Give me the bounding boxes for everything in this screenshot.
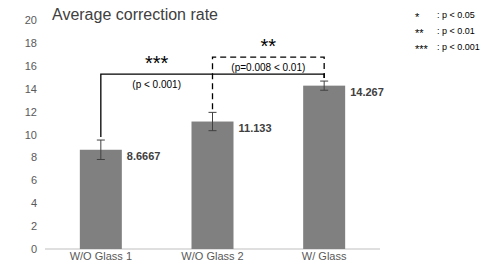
y-tick-label: 2 <box>31 220 37 232</box>
y-tick-label: 14 <box>25 83 37 95</box>
x-tick-label: W/ Glass <box>302 250 347 262</box>
title: Average correction rate <box>52 6 218 23</box>
y-tick-label: 4 <box>31 197 37 209</box>
error-bar <box>209 112 217 130</box>
key-symbol: *** <box>415 43 429 55</box>
y-tick-label: 12 <box>25 106 37 118</box>
error-stem <box>324 81 325 90</box>
error-cap <box>320 81 328 82</box>
y-tick-label: 10 <box>25 129 37 141</box>
error-stem <box>100 140 101 159</box>
bar <box>303 86 345 249</box>
x-tick-label: W/O Glass 2 <box>181 250 243 262</box>
key-symbol: * <box>415 11 420 23</box>
key-symbol: ** <box>415 27 424 39</box>
y-tick-label: 16 <box>25 60 37 72</box>
y-tick-label: 8 <box>31 151 37 163</box>
significance-label: (p < 0.001) <box>132 79 181 90</box>
key-label: : p < 0.05 <box>437 10 475 20</box>
data-label: 11.133 <box>239 122 272 134</box>
bar <box>192 122 234 249</box>
key-label: : p < 0.01 <box>437 26 475 36</box>
y-tick-label: 20 <box>25 14 37 26</box>
error-bar <box>97 140 105 159</box>
error-cap <box>209 112 217 113</box>
bar <box>80 150 122 249</box>
error-cap <box>209 130 217 131</box>
error-bar <box>320 81 328 90</box>
chart: Average correction rate 0 2 4 6 8 10 12 14 16 18 20… <box>0 0 500 263</box>
error-cap <box>97 140 105 141</box>
y-tick-label: 6 <box>31 174 37 186</box>
y-tick-label: 0 <box>31 243 37 255</box>
error-stem <box>212 112 213 130</box>
data-label: 14.267 <box>350 86 384 98</box>
data-label: 8.6667 <box>127 150 161 162</box>
significance-label: (p=0.008 < 0.01) <box>231 62 305 73</box>
key-label: : p < 0.001 <box>437 42 480 52</box>
significance-stars: *** <box>145 52 169 74</box>
error-cap <box>97 159 105 160</box>
y-tick-label: 18 <box>25 37 37 49</box>
x-tick-label: W/O Glass 1 <box>70 250 132 262</box>
error-cap <box>320 90 328 91</box>
significance-stars: ** <box>261 35 277 57</box>
significance-bracket <box>213 57 325 109</box>
